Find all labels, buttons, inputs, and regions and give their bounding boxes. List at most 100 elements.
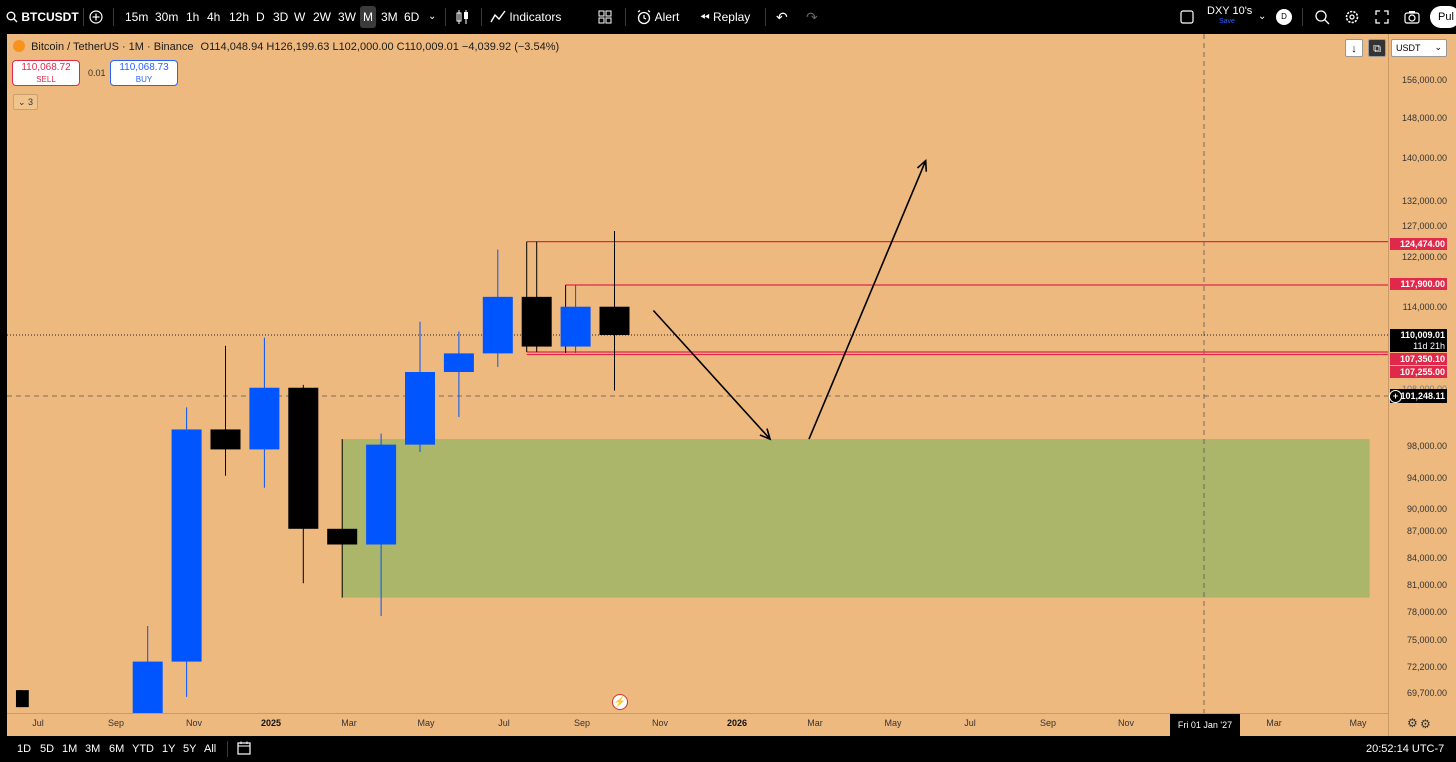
candle-body	[560, 306, 591, 347]
time-axis[interactable]: Jul Sep Nov 2025 Mar May Jul Sep Nov 2026 Mar May Ju…	[7, 713, 1431, 737]
calendar-range-icon[interactable]	[237, 736, 251, 762]
timeframe-3w[interactable]: 3W	[338, 10, 356, 24]
chart-legend: Bitcoin / TetherUS · 1M · Binance O114,0…	[13, 40, 559, 53]
add-alert-plus-icon[interactable]: +	[1389, 390, 1402, 403]
scroll-down-arrow-icon[interactable]: ↓	[1345, 39, 1363, 57]
price-label: 140,000.00	[1401, 153, 1447, 163]
zoom-icon[interactable]	[1314, 0, 1330, 34]
layout-dropdown-icon[interactable]: ⌄	[1258, 11, 1267, 22]
candle-body	[405, 372, 435, 445]
flash-icon[interactable]: ⚡	[612, 694, 628, 710]
range-all[interactable]: All	[204, 743, 217, 755]
timeframe-3d[interactable]: 3D	[273, 10, 289, 24]
alert-button[interactable]: Alert	[636, 0, 679, 34]
time-label: Nov	[651, 718, 669, 728]
chevron-down-icon: ⌄	[17, 97, 26, 107]
timeframe-15m[interactable]: 15m	[125, 10, 149, 24]
candle-body	[210, 429, 241, 450]
settings-gear-icon-axis[interactable]: ⚙	[1407, 716, 1418, 730]
replay-button[interactable]: ⏪︎ Replay	[700, 0, 750, 34]
range-1m[interactable]: 1M	[62, 743, 78, 755]
chart-pane[interactable]	[7, 34, 1388, 713]
timeframe-w[interactable]: W	[294, 10, 306, 24]
candle-body	[249, 387, 280, 450]
publish-button[interactable]: Pul	[1430, 6, 1456, 28]
bottom-toolbar: 1D 5D 1M 3M 6M YTD 1Y 5Y All 20:52:14 UTC-7	[0, 736, 1456, 762]
alert-label: Alert	[654, 10, 680, 24]
plus-circle-icon[interactable]	[89, 0, 103, 34]
spread-value: 0.01	[88, 68, 106, 78]
timeframe-3m[interactable]: 3M	[381, 10, 398, 24]
arrow-head-1	[759, 428, 772, 441]
range-5y[interactable]: 5Y	[183, 743, 197, 755]
candle-body	[521, 296, 552, 347]
alarm-clock-icon	[637, 9, 651, 25]
fullscreen-icon[interactable]	[1375, 0, 1389, 34]
templates-button[interactable]	[598, 0, 612, 34]
arrow-head-2	[916, 158, 928, 172]
axis-settings-gear-icon[interactable]: ⚙	[1420, 717, 1431, 731]
layout-square-icon[interactable]	[1180, 0, 1194, 34]
range-6m[interactable]: 6M	[109, 743, 125, 755]
symbol-search-button[interactable]: BTCUSDT	[6, 0, 79, 34]
timeframe-6d[interactable]: 6D	[404, 10, 420, 24]
chart-svg[interactable]	[7, 34, 1388, 713]
timeframe-dropdown-icon[interactable]: ⌄	[428, 11, 437, 22]
sell-button[interactable]: 110,068.72 SELL	[12, 60, 80, 86]
clock[interactable]: 20:52:14 UTC-7	[1366, 743, 1445, 755]
crosshair-date-tag: Fri 01 Jan '27	[1170, 714, 1240, 736]
timeframe-1h[interactable]: 1h	[186, 10, 200, 24]
price-label: 94,000.00	[1406, 473, 1447, 483]
tradingview-logo: ▐█	[11, 690, 29, 706]
time-label: Sep	[107, 718, 125, 728]
timeframe-2w[interactable]: 2W	[313, 10, 331, 24]
candle-type-button[interactable]	[455, 0, 471, 34]
indicators-button[interactable]: Indicators	[490, 0, 561, 34]
currency-selector[interactable]: USDT ⌄	[1391, 39, 1447, 57]
timeframe-4h[interactable]: 4h	[207, 10, 221, 24]
time-label: Jul	[32, 718, 44, 728]
range-5d[interactable]: 5D	[40, 743, 55, 755]
time-label: 2026	[726, 718, 748, 728]
range-1d[interactable]: 1D	[17, 743, 32, 755]
time-label: Jul	[498, 718, 510, 728]
layout-name[interactable]: DXY 10's	[1207, 5, 1253, 17]
legend-title: Bitcoin / TetherUS · 1M · Binance	[31, 41, 194, 53]
undo-icon[interactable]: ↶	[776, 9, 788, 25]
buy-button[interactable]: 110,068.73 BUY	[110, 60, 178, 86]
range-1y[interactable]: 1Y	[162, 743, 176, 755]
projection-arrow-1	[652, 309, 771, 440]
indicators-icon	[490, 10, 506, 23]
currency-label: USDT	[1396, 43, 1421, 53]
price-label: 122,000.00	[1401, 252, 1447, 262]
maximize-pane-icon[interactable]: ⧉	[1368, 39, 1386, 57]
price-label: 127,000.00	[1401, 221, 1447, 231]
last-price-tag: 110,009.01	[1390, 329, 1447, 341]
price-label: 72,200.00	[1406, 662, 1447, 672]
timeframe-d[interactable]: D	[256, 10, 265, 24]
crosshair-price: 101,248.11	[1400, 391, 1445, 401]
time-label: May	[417, 718, 435, 728]
time-label: Jul	[964, 718, 976, 728]
avatar[interactable]: D	[1276, 9, 1292, 25]
candle-body	[171, 429, 202, 662]
price-label: 78,000.00	[1406, 607, 1447, 617]
timeframe-12h[interactable]: 12h	[229, 10, 250, 24]
camera-icon[interactable]	[1404, 0, 1420, 34]
bitcoin-logo-icon	[13, 40, 25, 52]
timeframe-m[interactable]: M	[360, 6, 376, 28]
time-label: May	[884, 718, 902, 728]
indicators-collapse-toggle[interactable]: ⌄ 3	[13, 94, 38, 110]
candle-body	[443, 353, 474, 373]
timeframe-30m[interactable]: 30m	[155, 10, 179, 24]
range-3m[interactable]: 3M	[85, 743, 101, 755]
price-label: 98,000.00	[1406, 441, 1447, 451]
range-ytd[interactable]: YTD	[132, 743, 154, 755]
candle-body	[132, 661, 163, 713]
redo-icon[interactable]: ↷	[806, 9, 818, 25]
price-axis[interactable]	[1388, 34, 1456, 736]
crosshair-price-tag: + 101,248.11	[1389, 389, 1447, 403]
price-label: 90,000.00	[1406, 504, 1447, 514]
settings-gear-icon[interactable]	[1344, 0, 1360, 34]
demand-zone	[342, 439, 1370, 598]
